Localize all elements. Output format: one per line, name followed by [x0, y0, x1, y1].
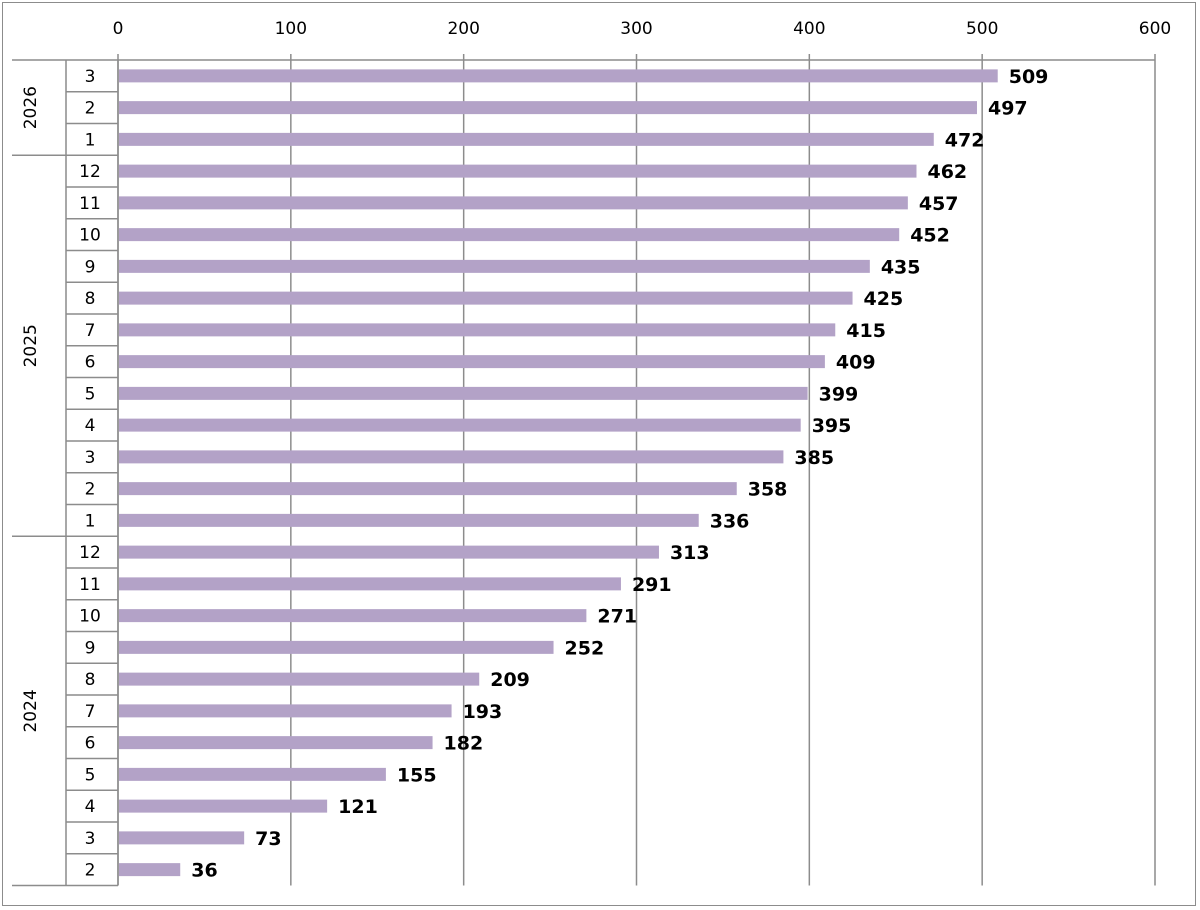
data-label: 182	[444, 733, 484, 755]
category-label: 5	[85, 765, 96, 785]
category-label: 11	[79, 575, 101, 595]
bar	[119, 545, 659, 559]
data-label: 313	[670, 542, 710, 564]
bar	[119, 69, 998, 83]
bar	[119, 513, 699, 527]
bar	[119, 640, 554, 654]
data-label: 121	[338, 796, 378, 818]
data-label: 395	[812, 415, 852, 437]
group-label: 2025	[21, 324, 41, 367]
data-label: 435	[881, 256, 921, 278]
data-label: 358	[748, 479, 788, 501]
data-label: 399	[819, 383, 859, 405]
data-label: 509	[1009, 66, 1049, 88]
group-label: 2024	[21, 689, 41, 732]
data-label: 472	[945, 129, 985, 151]
category-label: 10	[79, 607, 101, 627]
x-tick-label: 0	[113, 19, 124, 39]
category-label: 2	[85, 99, 96, 119]
bar	[119, 609, 587, 623]
bar	[119, 101, 977, 115]
data-label: 457	[919, 193, 959, 215]
bar	[119, 736, 433, 750]
category-label: 12	[79, 543, 101, 563]
category-label: 3	[85, 448, 96, 468]
category-label: 1	[85, 511, 96, 531]
category-label: 1	[85, 130, 96, 150]
data-label: 193	[463, 701, 503, 723]
category-label: 7	[85, 321, 96, 341]
category-label: 11	[79, 194, 101, 214]
bar	[119, 132, 934, 146]
bar	[119, 323, 836, 337]
bar	[119, 164, 917, 178]
category-label: 3	[85, 67, 96, 87]
data-label: 291	[632, 574, 672, 596]
bar	[119, 831, 245, 845]
category-label: 12	[79, 162, 101, 182]
category-label: 10	[79, 226, 101, 246]
bar	[119, 767, 386, 781]
x-tick-label: 100	[275, 19, 307, 39]
x-tick-label: 500	[966, 19, 998, 39]
bar	[119, 704, 452, 718]
bar	[119, 355, 825, 369]
category-label: 9	[85, 638, 96, 658]
bar	[119, 291, 853, 305]
category-label: 8	[85, 670, 96, 690]
x-tick-label: 200	[447, 19, 479, 39]
bar	[119, 482, 737, 496]
bar	[119, 799, 328, 813]
category-label: 4	[85, 797, 96, 817]
bar	[119, 672, 480, 686]
data-label: 252	[565, 637, 605, 659]
data-label: 209	[490, 669, 530, 691]
bar	[119, 450, 784, 464]
data-label: 36	[191, 860, 217, 882]
data-label: 462	[927, 161, 967, 183]
data-label: 452	[910, 225, 950, 247]
category-label: 5	[85, 384, 96, 404]
data-label: 415	[846, 320, 886, 342]
data-label: 271	[597, 606, 637, 628]
x-tick-label: 300	[620, 19, 652, 39]
category-label: 2	[85, 861, 96, 881]
category-label: 7	[85, 702, 96, 722]
category-label: 3	[85, 829, 96, 849]
bar	[119, 863, 181, 877]
data-label: 409	[836, 352, 876, 374]
data-label: 155	[397, 764, 437, 786]
group-label: 2026	[21, 86, 41, 129]
bar	[119, 386, 808, 400]
bar	[119, 196, 908, 210]
data-label: 425	[864, 288, 904, 310]
x-tick-label: 600	[1139, 19, 1171, 39]
bar	[119, 418, 801, 432]
x-tick-label: 400	[793, 19, 825, 39]
bar	[119, 577, 621, 591]
data-label: 73	[255, 828, 281, 850]
category-label: 6	[85, 353, 96, 373]
category-label: 6	[85, 734, 96, 754]
data-label: 385	[794, 447, 834, 469]
category-label: 4	[85, 416, 96, 436]
category-label: 2	[85, 480, 96, 500]
category-label: 9	[85, 257, 96, 277]
bar	[119, 259, 870, 273]
data-label: 336	[710, 510, 750, 532]
category-label: 8	[85, 289, 96, 309]
bar	[119, 228, 900, 242]
data-label: 497	[988, 98, 1028, 120]
